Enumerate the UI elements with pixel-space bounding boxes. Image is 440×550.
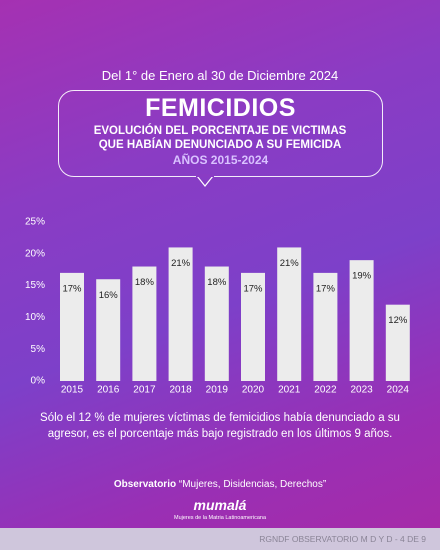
value-label: 18% [135,277,155,288]
value-label: 17% [62,283,82,294]
observatory-name: “Mujeres, Disidencias, Derechos” [178,479,327,490]
observatory: Observatorio “Mujeres, Disidencias, Dere… [0,479,440,490]
value-label: 21% [171,258,191,269]
bar [60,272,84,381]
chart-title: FEMICIDIOS [145,94,296,122]
bar [168,247,193,381]
chart-period: AÑOS 2015-2024 [172,153,269,167]
value-label: 21% [280,258,300,269]
logo-tagline: Mujeres de la Matria Latinoamericana [173,515,267,521]
bar [349,260,374,381]
bar [132,266,157,381]
x-tick-label: 2017 [133,385,156,396]
x-tick-label: 2022 [314,385,337,396]
x-tick-label: 2019 [206,385,229,396]
y-tick-label: 0% [31,376,46,387]
chart-subtitle: EVOLUCIÓN DEL PORCENTAJE DE VICTIMAS QUE… [93,125,347,151]
x-tick-label: 2020 [242,385,265,396]
x-tick-label: 2016 [97,385,120,396]
value-label: 17% [316,283,336,294]
date-range: Del 1° de Enero al 30 de Diciembre 2024 [101,68,339,83]
y-tick-label: 10% [25,312,45,323]
x-tick-label: 2023 [350,385,373,396]
x-tick-label: 2024 [387,385,410,396]
bar [385,304,410,381]
y-tick-label: 20% [25,248,45,259]
bubble-gap [196,174,214,177]
bar [313,272,338,381]
y-tick-label: 15% [25,280,45,291]
y-tick-label: 5% [31,344,46,355]
bar [277,247,302,381]
value-label: 19% [352,271,372,282]
x-tick-label: 2015 [61,385,84,396]
value-label: 18% [207,277,227,288]
bar [204,266,229,381]
value-label: 16% [99,290,119,301]
annotation: Sólo el 12 % de mujeres víctimas de femi… [40,412,400,440]
bar [96,279,121,381]
y-tick-label: 25% [25,217,45,228]
observatory-label: Observatorio [113,479,177,490]
bubble-pointer [196,175,214,187]
logo: mumalá [193,497,247,513]
page-reference: RGNDF OBSERVATORIO M D Y D - 4 DE 9 [0,528,440,550]
value-label: 12% [388,315,408,326]
bar [241,272,265,381]
x-tick-label: 2021 [278,385,301,396]
x-tick-label: 2018 [169,385,192,396]
value-label: 17% [243,283,263,294]
speech-bubble [58,90,383,177]
